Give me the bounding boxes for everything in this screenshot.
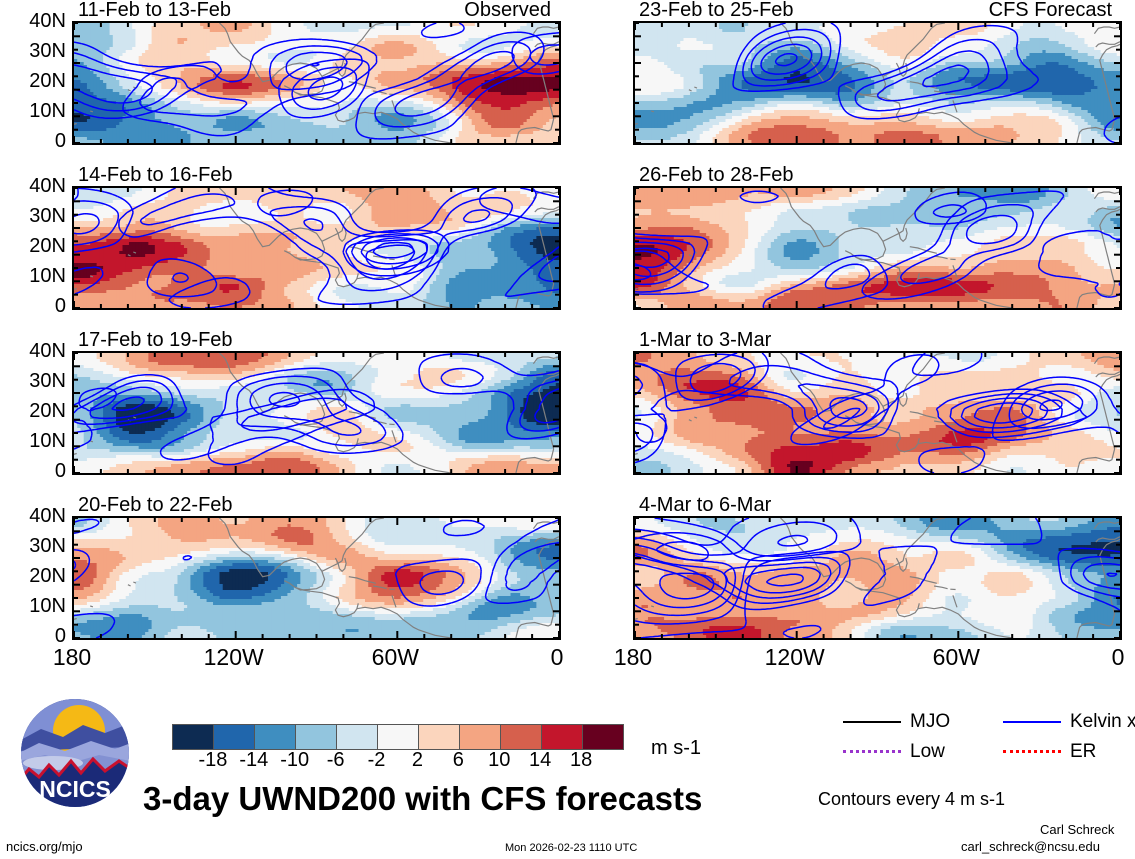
colorbar-segment-0 xyxy=(173,725,213,749)
panel-plot-3 xyxy=(72,516,561,640)
x-tick-label: 120W xyxy=(755,646,835,669)
panel-title-1: 14-Feb to 16-Feb xyxy=(78,165,233,185)
panel-title-4: 23-Feb to 25-Feb xyxy=(639,0,794,20)
x-tick-label: 120W xyxy=(194,646,274,669)
panel-title-2: 17-Feb to 19-Feb xyxy=(78,330,233,350)
legend-swatch-line xyxy=(843,720,901,723)
contour-interval-note: Contours every 4 m s-1 xyxy=(818,790,1005,808)
legend-swatch-line xyxy=(1003,720,1061,723)
colorbar-segment-7 xyxy=(459,725,500,749)
panel-title-5: 26-Feb to 28-Feb xyxy=(639,165,794,185)
y-tick-label: 0 xyxy=(4,296,66,316)
legend-swatch-line xyxy=(1003,750,1061,753)
legend-label: Low xyxy=(910,742,945,761)
y-tick-label: 30N xyxy=(4,371,66,391)
y-tick-label: 0 xyxy=(4,626,66,646)
y-tick-label: 20N xyxy=(4,566,66,586)
colorbar-segment-4 xyxy=(336,725,377,749)
colorbar-segment-5 xyxy=(377,725,418,749)
x-tick-label: 0 xyxy=(1078,646,1135,669)
column-header-0: Observed xyxy=(72,0,551,20)
y-tick-label: 20N xyxy=(4,236,66,256)
x-tick-label: 60W xyxy=(355,646,435,669)
panel-plot-7 xyxy=(633,516,1122,640)
panel-title-6: 1-Mar to 3-Mar xyxy=(639,330,771,350)
y-tick-label: 10N xyxy=(4,431,66,451)
panel-plot-5 xyxy=(633,186,1122,310)
colorbar-segment-1 xyxy=(213,725,254,749)
y-tick-label: 10N xyxy=(4,266,66,286)
y-tick-label: 30N xyxy=(4,206,66,226)
y-tick-label: 0 xyxy=(4,461,66,481)
y-tick-label: 20N xyxy=(4,71,66,91)
colorbar-tick-label: -2 xyxy=(353,750,401,770)
colorbar-tick-label: 18 xyxy=(557,750,605,770)
footer-email[interactable]: carl_schreck@ncsu.edu xyxy=(961,840,1100,853)
y-tick-label: 40N xyxy=(4,506,66,526)
legend-entry-0: MJO xyxy=(843,712,950,731)
colorbar-tick-label: 2 xyxy=(393,750,441,770)
colorbar-segment-6 xyxy=(418,725,459,749)
panel-plot-6 xyxy=(633,351,1122,475)
y-tick-label: 10N xyxy=(4,101,66,121)
legend-swatch-line xyxy=(843,750,901,753)
legend-label: ER xyxy=(1070,742,1096,761)
colorbar-tick-label: -6 xyxy=(312,750,360,770)
legend-entry-3: ER xyxy=(1003,742,1096,761)
panel-plot-2 xyxy=(72,351,561,475)
colorbar-units-label: m s-1 xyxy=(651,738,701,758)
x-tick-label: 180 xyxy=(32,646,112,669)
column-header-1: CFS Forecast xyxy=(633,0,1112,20)
x-tick-label: 180 xyxy=(593,646,673,669)
y-tick-label: 40N xyxy=(4,341,66,361)
ncics-logo: NCICS xyxy=(19,697,131,809)
y-tick-label: 0 xyxy=(4,131,66,151)
legend-entry-1: Kelvin x2 xyxy=(1003,712,1135,731)
x-tick-label: 0 xyxy=(517,646,597,669)
colorbar-segment-3 xyxy=(295,725,336,749)
y-tick-label: 40N xyxy=(4,176,66,196)
colorbar-segment-9 xyxy=(541,725,582,749)
panel-title-7: 4-Mar to 6-Mar xyxy=(639,495,771,515)
y-tick-label: 20N xyxy=(4,401,66,421)
panel-title-0: 11-Feb to 13-Feb xyxy=(78,0,231,20)
main-title: 3-day UWND200 with CFS forecasts xyxy=(143,782,702,815)
panel-title-3: 20-Feb to 22-Feb xyxy=(78,495,233,515)
colorbar-segment-8 xyxy=(500,725,541,749)
footer-author: Carl Schreck xyxy=(1040,823,1114,836)
colorbar-segment-10 xyxy=(582,725,623,749)
legend-label: MJO xyxy=(910,712,950,731)
colorbar-tick-label: 10 xyxy=(475,750,523,770)
colorbar-segment-2 xyxy=(254,725,295,749)
panel-plot-4 xyxy=(633,21,1122,145)
y-tick-label: 40N xyxy=(4,11,66,31)
colorbar-tick-label: -14 xyxy=(230,750,278,770)
colorbar xyxy=(172,724,624,750)
colorbar-tick-label: 14 xyxy=(516,750,564,770)
legend-entry-2: Low xyxy=(843,742,945,761)
footer-site[interactable]: ncics.org/mjo xyxy=(6,840,83,853)
colorbar-tick-label: 6 xyxy=(434,750,482,770)
colorbar-tick-label: -18 xyxy=(189,750,237,770)
legend-label: Kelvin x2 xyxy=(1070,712,1135,731)
y-tick-label: 30N xyxy=(4,536,66,556)
panel-plot-0 xyxy=(72,21,561,145)
x-tick-label: 60W xyxy=(916,646,996,669)
footer-timestamp: Mon 2026-02-23 1110 UTC xyxy=(505,842,637,855)
panel-plot-1 xyxy=(72,186,561,310)
y-tick-label: 30N xyxy=(4,41,66,61)
colorbar-tick-label: -10 xyxy=(271,750,319,770)
y-tick-label: 10N xyxy=(4,596,66,616)
